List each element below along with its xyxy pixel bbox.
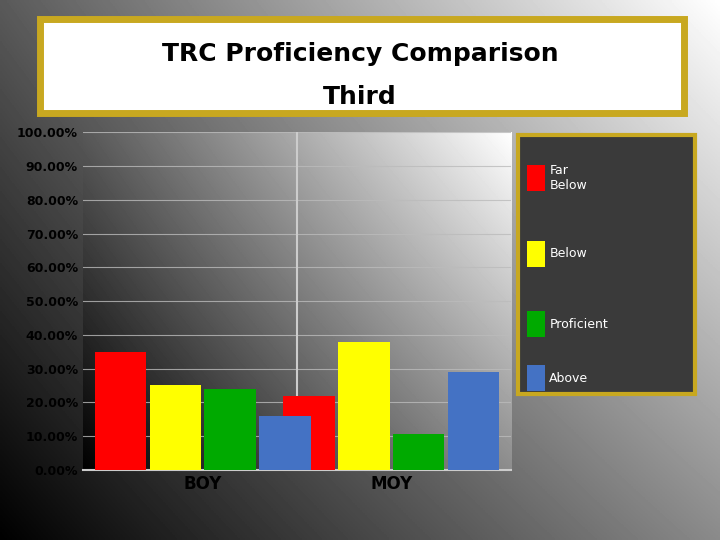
Text: Far
Below: Far Below bbox=[549, 164, 587, 192]
Bar bbox=[283, 395, 335, 470]
FancyBboxPatch shape bbox=[518, 135, 695, 394]
FancyBboxPatch shape bbox=[527, 165, 545, 191]
Bar bbox=[259, 416, 311, 470]
Bar bbox=[393, 434, 444, 470]
FancyBboxPatch shape bbox=[527, 311, 545, 337]
Bar bbox=[150, 386, 201, 470]
Text: TRC Proficiency Comparison: TRC Proficiency Comparison bbox=[162, 42, 558, 66]
Text: Proficient: Proficient bbox=[549, 318, 608, 330]
FancyBboxPatch shape bbox=[40, 19, 684, 113]
Bar bbox=[448, 372, 499, 470]
Bar bbox=[204, 389, 256, 470]
FancyBboxPatch shape bbox=[527, 241, 545, 267]
Text: Above: Above bbox=[549, 372, 588, 384]
Bar bbox=[95, 352, 146, 470]
Text: Below: Below bbox=[549, 247, 587, 260]
FancyBboxPatch shape bbox=[527, 365, 545, 391]
Bar bbox=[338, 342, 390, 470]
Text: Third: Third bbox=[323, 85, 397, 109]
